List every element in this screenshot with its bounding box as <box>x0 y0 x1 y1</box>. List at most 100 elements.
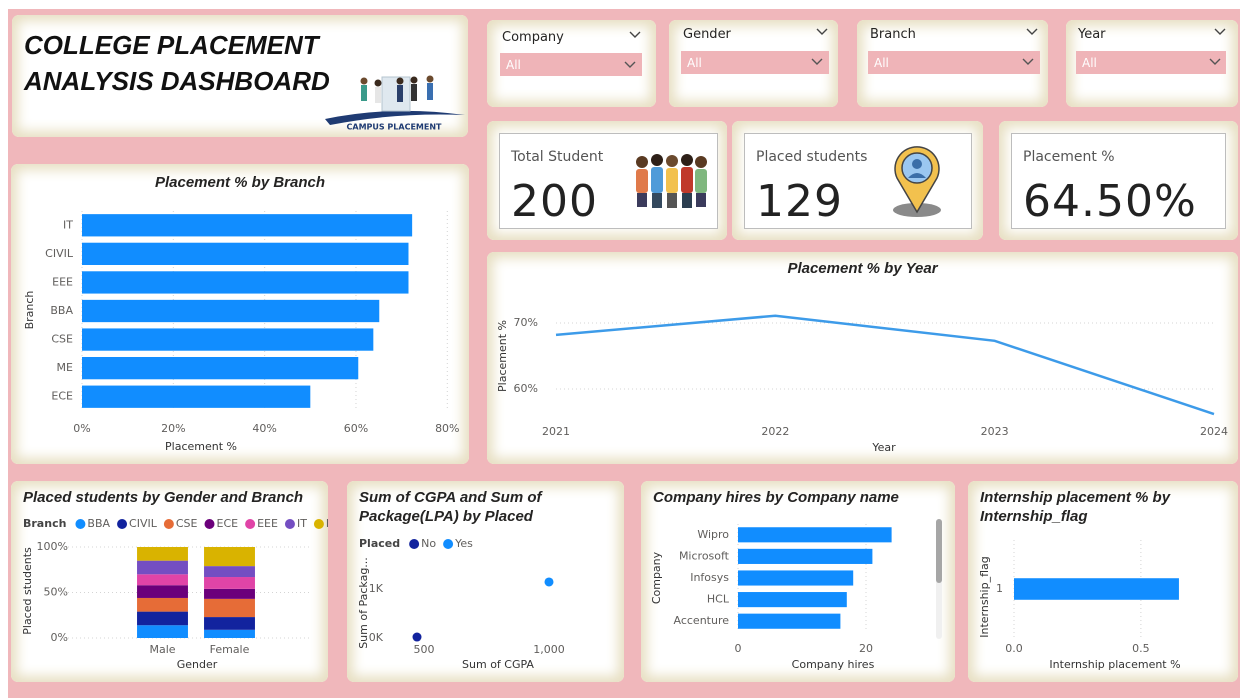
bar-segment <box>204 617 255 630</box>
image-caption: CAMPUS PLACEMENT <box>347 123 443 132</box>
chevron <box>1026 28 1038 35</box>
filter-label: Company <box>502 30 564 45</box>
x-tick-label: 80% <box>435 422 459 435</box>
kpi-label: Placed students <box>756 149 868 165</box>
bar-segment <box>204 629 255 638</box>
x-tick-label: 0% <box>73 422 90 435</box>
filter-dropdown[interactable]: All <box>1076 51 1226 74</box>
x-tick-label: 0 <box>735 642 742 655</box>
filter-dropdown[interactable]: All <box>500 53 642 76</box>
chevron <box>816 28 828 35</box>
y-tick-label: BBA <box>50 304 73 317</box>
campus-illustration: CAMPUS PLACEMENT <box>325 75 465 132</box>
x-axis-title: Placement % <box>165 440 237 453</box>
chart-title: Placement % by Year <box>787 260 938 277</box>
bar-segment <box>204 577 255 589</box>
kpi-label: Placement % <box>1023 149 1115 165</box>
door <box>381 76 411 112</box>
y-tick-label: 60% <box>514 382 538 395</box>
legend-label: CSE <box>176 517 198 530</box>
x-tick-label: 40% <box>252 422 276 435</box>
y-tick-label: 0K <box>369 631 384 644</box>
bar-segment <box>204 598 255 618</box>
y-tick-label: Microsoft <box>679 549 730 562</box>
legend-label: ME <box>326 517 328 530</box>
kpi-card: Placed students 129 <box>732 121 983 240</box>
y-tick-label: 70% <box>514 316 538 329</box>
chart: Sum of CGPA Sum of Packag... Placed No Yes 0K… <box>357 537 565 671</box>
x-axis-title: Company hires <box>792 658 875 671</box>
chart: Placement % Branch 0% 20% 40% 60% 80% IT CIVIL EE… <box>23 211 460 453</box>
legend-title: Placed <box>359 537 400 550</box>
filter-value: All <box>687 56 702 70</box>
filter-card: Branch All <box>857 20 1048 107</box>
legend-marker <box>409 539 420 549</box>
legend-label: Yes <box>454 537 473 550</box>
legend-marker <box>284 519 295 529</box>
filter-dropdown[interactable]: All <box>681 51 829 74</box>
x-tick-label: 500 <box>414 643 435 656</box>
legend-label: IT <box>297 517 307 530</box>
kpi-value: 129 <box>756 176 843 227</box>
kpi-box: Placed students 129 <box>744 133 972 229</box>
filter-card: Gender All <box>669 20 838 107</box>
y-tick-label: IT <box>63 218 73 231</box>
bar-segment <box>137 585 188 598</box>
dashboard-title: COLLEGE PLACEMENT ANALYSIS DASHBOARD <box>24 30 330 96</box>
y-tick-label: CSE <box>51 333 73 346</box>
bar <box>738 570 854 586</box>
point <box>412 632 422 642</box>
chart-card: Placement % Branch 0% 20% 40% 60% 80% IT CIVIL EE… <box>11 164 469 464</box>
chevron <box>1209 58 1221 65</box>
chevron <box>811 58 823 65</box>
chart-card: Year Placement % 60% 70% 2021 2022 2023 2024 Pla… <box>487 252 1238 464</box>
bar <box>82 385 311 408</box>
bar-segment <box>204 588 255 599</box>
legend-title: Branch <box>23 517 66 530</box>
filter-value: All <box>874 56 889 70</box>
x-tick-label: 60% <box>344 422 368 435</box>
bar-segment <box>137 611 188 626</box>
people <box>360 75 434 103</box>
y-tick-label: HCL <box>707 593 730 606</box>
y-tick-label: Accenture <box>674 614 730 627</box>
chart: Internship placement % Internship_flag 0.0… <box>978 540 1181 671</box>
bar <box>82 299 380 323</box>
x-tick-label: Female <box>210 643 250 656</box>
y-axis-title: Company <box>650 551 663 604</box>
x-tick-label: 2022 <box>761 425 789 438</box>
kpi-value: 64.50% <box>1023 176 1197 227</box>
legend-label: EEE <box>257 517 278 530</box>
bar <box>82 357 359 380</box>
bar-segment <box>204 547 255 567</box>
y-tick-label: 1 <box>996 582 1003 595</box>
bar-segment <box>204 566 255 578</box>
bar <box>738 613 841 629</box>
filter-card: Year All <box>1066 20 1238 107</box>
bar <box>82 242 409 265</box>
kpi-box: Placement % 64.50% <box>1011 133 1226 229</box>
x-tick-label: 2021 <box>542 425 570 438</box>
bar <box>82 214 413 237</box>
x-axis-title: Sum of CGPA <box>462 658 534 671</box>
bar-segment <box>137 597 188 612</box>
legend-marker <box>163 519 174 529</box>
kpi-card: Total Student 200 <box>487 121 727 240</box>
legend-label: No <box>421 537 436 550</box>
chart-title: Sum of CGPA and Sum of Package(LPA) by P… <box>359 489 542 525</box>
filter-dropdown[interactable]: All <box>868 51 1040 74</box>
line <box>555 314 1215 416</box>
y-tick-label: EEE <box>52 275 73 288</box>
legend-marker <box>313 519 324 529</box>
x-tick-label: 20 <box>859 642 873 655</box>
chart: Company hires Company 0 20 Wipro Microsoft Inf… <box>650 519 942 671</box>
x-tick-label: 1,000 <box>533 643 565 656</box>
students-icon <box>636 154 707 208</box>
y-axis-title: Internship_flag <box>978 556 991 638</box>
y-tick-label: Wipro <box>697 528 729 541</box>
chart-card: Gender Placed students Branch BBA CIVIL CSE EC… <box>11 481 328 682</box>
y-axis-title: Placed students <box>21 547 34 635</box>
bar <box>738 592 847 608</box>
x-tick-label: Male <box>149 643 175 656</box>
chart-card: Sum of CGPA Sum of Packag... Placed No Yes 0K… <box>347 481 624 682</box>
